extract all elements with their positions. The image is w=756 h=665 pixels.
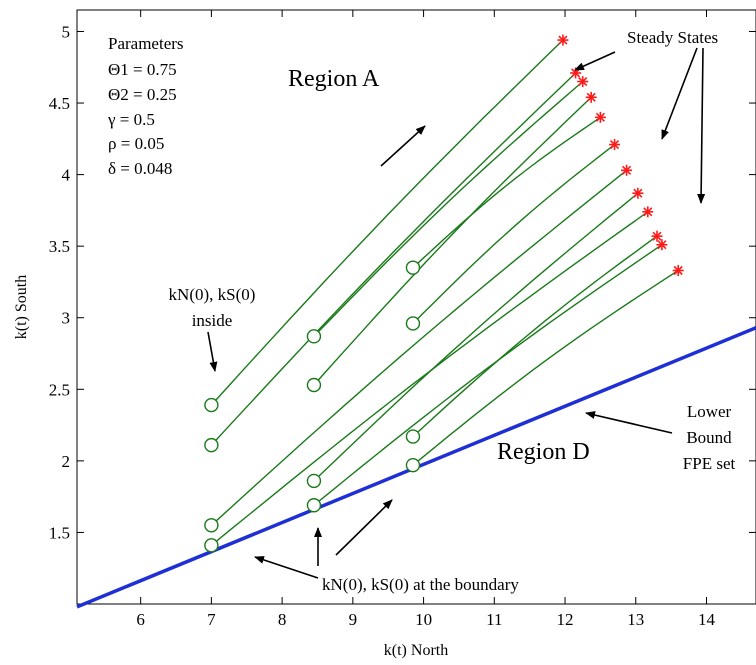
x-tick-label: 14 xyxy=(698,610,716,629)
x-tick-label: 6 xyxy=(136,610,145,629)
x-tick-label: 9 xyxy=(349,610,358,629)
initial-point-marker xyxy=(405,429,421,444)
steady-state-marker xyxy=(557,34,569,46)
y-tick-label: 2.5 xyxy=(49,380,70,399)
steady-states-label: Steady States xyxy=(627,28,718,47)
steady-state-marker xyxy=(585,91,597,103)
trajectory-line xyxy=(412,143,615,324)
trajectory-line xyxy=(313,81,584,337)
y-tick-label: 1.5 xyxy=(49,523,70,542)
initial-point-marker xyxy=(306,473,322,489)
steady-states-arrow-3 xyxy=(697,47,706,204)
boundary-start-label: kN(0), kS(0) at the boundary xyxy=(322,575,519,594)
region-d-label: Region D xyxy=(497,439,590,465)
lower-bound-label-line1: Lower xyxy=(687,402,732,421)
initial-point-marker xyxy=(405,457,421,473)
trajectory-line xyxy=(313,96,592,386)
lower-bound-arrow xyxy=(585,411,673,434)
initial-point-marker xyxy=(204,437,219,453)
steady-states-arrow-2 xyxy=(661,47,698,140)
x-tick-label: 12 xyxy=(557,610,574,629)
inside-arrow xyxy=(207,331,218,372)
initial-point-marker xyxy=(204,518,219,533)
region-a-direction-arrow xyxy=(380,125,426,167)
y-tick-label: 5 xyxy=(62,22,71,41)
initial-point-marker xyxy=(306,377,322,393)
steady-state-marker xyxy=(609,139,621,151)
annotation-arrows xyxy=(207,47,706,579)
trajectory-line xyxy=(313,244,663,506)
x-tick-label: 7 xyxy=(207,610,216,629)
param-theta2: Θ2 = 0.25 xyxy=(108,85,177,104)
param-gamma: γ = 0.5 xyxy=(107,110,155,129)
y-tick-label: 4 xyxy=(62,166,71,185)
inside-label-line2: inside xyxy=(192,311,233,330)
param-rho: ρ = 0.05 xyxy=(108,134,164,153)
steady-state-marker xyxy=(642,206,654,218)
steady-state-marker xyxy=(577,76,589,88)
initial-point-marker xyxy=(405,316,421,331)
trajectory-line xyxy=(412,269,679,466)
y-tick-label: 3 xyxy=(62,309,71,328)
x-tick-label: 8 xyxy=(278,610,287,629)
trajectory-line xyxy=(313,192,639,482)
steady-state-marker xyxy=(594,111,606,123)
steady-states-arrow-1 xyxy=(574,51,616,71)
x-tick-label: 10 xyxy=(415,610,432,629)
steady-state-marker xyxy=(651,230,663,242)
parameters-title: Parameters xyxy=(108,34,184,53)
y-tick-label: 4.5 xyxy=(49,94,70,113)
y-tick-label: 3.5 xyxy=(49,237,70,256)
initial-point-marker xyxy=(306,329,322,344)
steady-state-marker xyxy=(656,239,668,251)
trajectory-line xyxy=(210,211,649,546)
initial-point-marker xyxy=(204,538,219,553)
param-delta: δ = 0.048 xyxy=(108,159,172,178)
steady-state-marker xyxy=(621,164,633,176)
trajectory-line xyxy=(412,235,658,438)
lower-bound-label-line3: FPE set xyxy=(683,454,736,473)
x-axis-label: k(t) North xyxy=(384,642,448,659)
plot-area xyxy=(76,9,756,605)
x-tick-label: 11 xyxy=(486,610,502,629)
trajectory-line xyxy=(210,39,564,406)
y-axis-label: k(t) South xyxy=(13,275,30,339)
boundary-arrow-1 xyxy=(254,556,319,579)
x-tick-label: 13 xyxy=(627,610,644,629)
steady-state-marker xyxy=(632,187,644,199)
parameters-legend: Parameters Θ1 = 0.75 Θ2 = 0.25 γ = 0.5 ρ… xyxy=(107,34,184,178)
trajectory-layer xyxy=(204,34,684,553)
inside-label-line1: kN(0), kS(0) xyxy=(169,285,256,304)
initial-point-marker xyxy=(204,397,219,413)
y-tick-label: 2 xyxy=(62,452,71,471)
trajectory-line xyxy=(210,169,628,526)
initial-point-marker xyxy=(306,498,322,513)
trajectory-line xyxy=(210,72,577,446)
lower-bound-label-line2: Bound xyxy=(686,428,732,447)
initial-point-marker xyxy=(405,260,421,275)
axis-ticks: 6 7 8 9 10 11 12 13 14 1.5 2 2.5 3 3.5 4 4.5 5 xyxy=(49,10,756,629)
steady-state-marker xyxy=(672,265,684,277)
region-a-label: Region A xyxy=(288,66,380,92)
param-theta1: Θ1 = 0.75 xyxy=(108,60,177,79)
boundary-arrow-3 xyxy=(335,499,393,556)
trajectory-line xyxy=(412,116,601,269)
